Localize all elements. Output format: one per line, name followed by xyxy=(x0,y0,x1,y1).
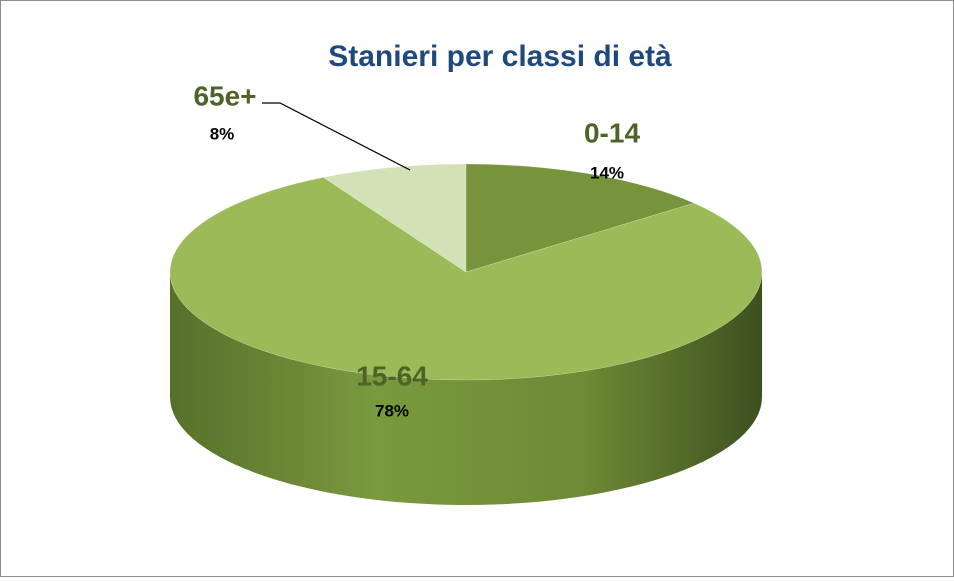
slice-category-label: 15-64 xyxy=(356,360,428,391)
pie-side xyxy=(170,272,762,505)
slice-value-label: 14% xyxy=(590,163,624,182)
pie-slice xyxy=(465,163,695,273)
labels: 0-14 14% 15-64 78% 65e+ 8% xyxy=(193,80,640,420)
pie-slice xyxy=(322,163,467,273)
slice-value-label: 8% xyxy=(210,124,235,143)
leader-line xyxy=(262,102,411,171)
slice-category-label: 0-14 xyxy=(584,117,640,148)
pie-slice xyxy=(169,177,763,381)
chart-title: Stanieri per classi di età xyxy=(328,40,672,73)
slice-category-label: 65e+ xyxy=(193,80,256,111)
slice-value-label: 78% xyxy=(375,401,409,420)
pie xyxy=(169,163,763,505)
